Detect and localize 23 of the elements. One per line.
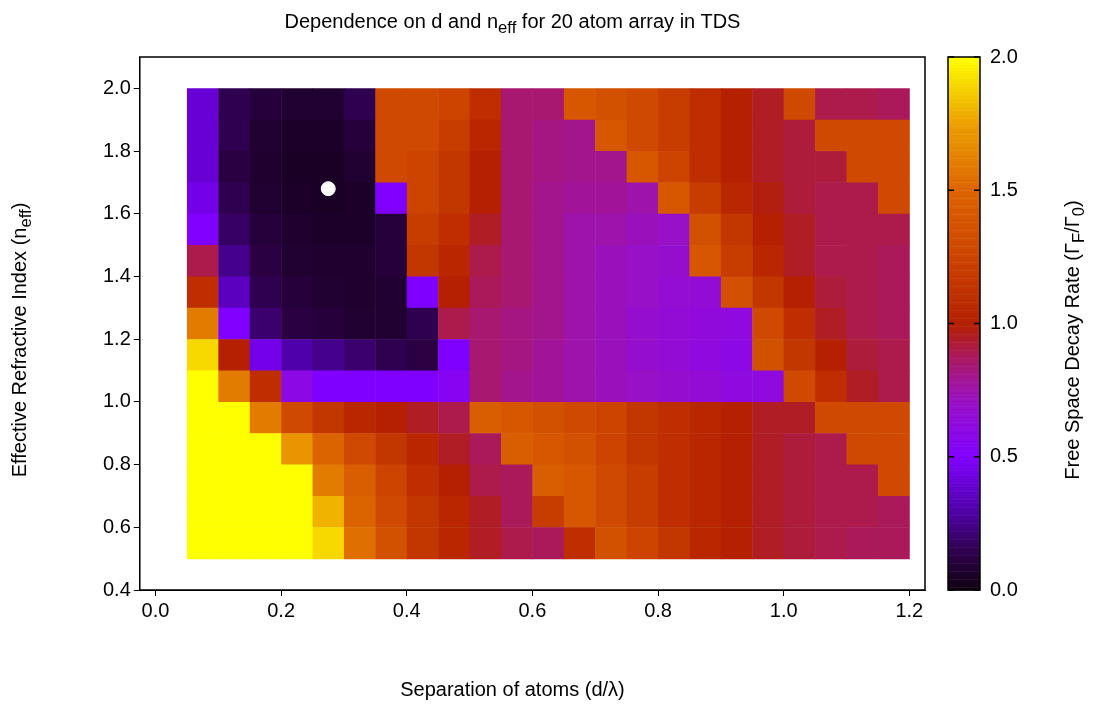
y-tick-label: 1.2 (102, 326, 131, 349)
x-tick-label: 0.0 (141, 598, 170, 621)
y-tick-label: 1.4 (102, 263, 131, 286)
x-tick-label: 0.8 (644, 598, 672, 621)
y-tick-label: 0.6 (102, 514, 131, 537)
x-tick-label: 1.2 (895, 598, 924, 621)
x-tick-label: 0.2 (267, 598, 296, 621)
color-bar-label: 2.0 (990, 44, 1018, 67)
y-tick-label: 1.6 (102, 201, 131, 224)
y-tick-label: 1.0 (102, 389, 131, 412)
color-bar-label: 0.0 (990, 577, 1018, 600)
x-tick-label: 1.0 (769, 598, 798, 621)
x-axis-title: Separation of atoms (d/λ) (399, 678, 626, 701)
color-bar-label: 1.0 (990, 311, 1018, 334)
x-tick-label: 0.4 (392, 598, 421, 621)
x-tick-label: 0.6 (518, 598, 547, 621)
y-tick-label: 0.8 (102, 452, 131, 475)
chart-title: Dependence on d and n$_{eff}$ for 20 atom array in TDS (283, 10, 742, 38)
y-tick-label: 0.4 (102, 577, 131, 600)
y-tick-label: 1.8 (102, 138, 131, 161)
y-tick-label: 2.0 (102, 75, 131, 98)
color-bar-label: 1.5 (990, 177, 1018, 200)
color-bar-label: 0.5 (990, 444, 1018, 467)
